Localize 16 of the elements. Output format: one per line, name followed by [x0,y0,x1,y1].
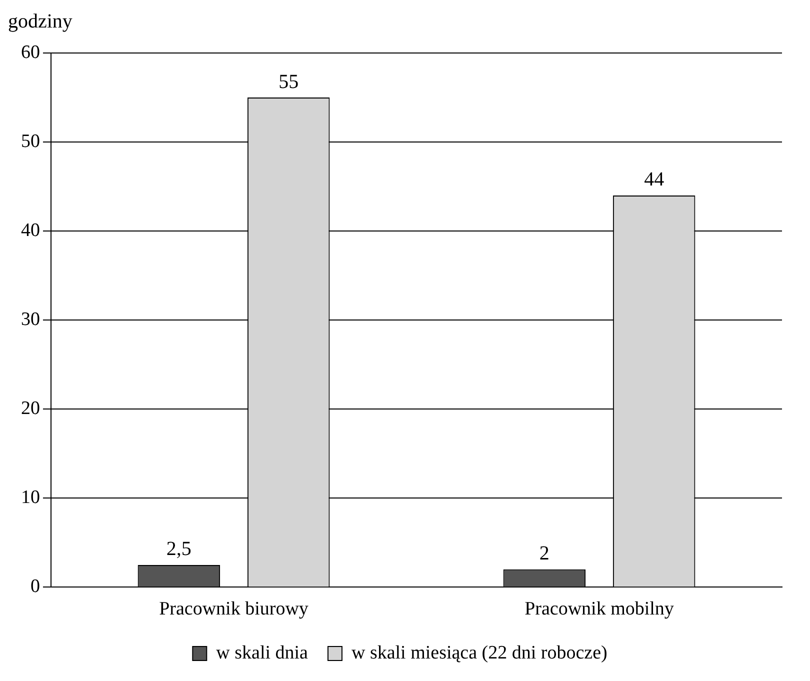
y-tick-label: 50 [21,131,40,152]
data-label: 44 [644,168,664,191]
data-label: 2,5 [166,538,192,560]
x-tick-label: Pracownik biurowy [159,598,309,620]
y-tick-label: 10 [21,487,40,508]
y-tick-label: 0 [30,576,40,598]
data-label: 2 [539,542,550,565]
legend-label: w skali dnia [216,642,309,664]
y-tick-label: 40 [21,220,40,242]
y-tick-label: 20 [21,398,40,420]
data-label: 55 [278,70,299,93]
x-tick-label: Pracownik mobilny [524,598,674,620]
y-tick-label: 60 [21,42,40,63]
legend-label: w skali miesiąca (22 dni robocze) [351,642,608,664]
y-tick-label: 30 [21,309,40,330]
y-axis-title: godziny [8,10,72,32]
